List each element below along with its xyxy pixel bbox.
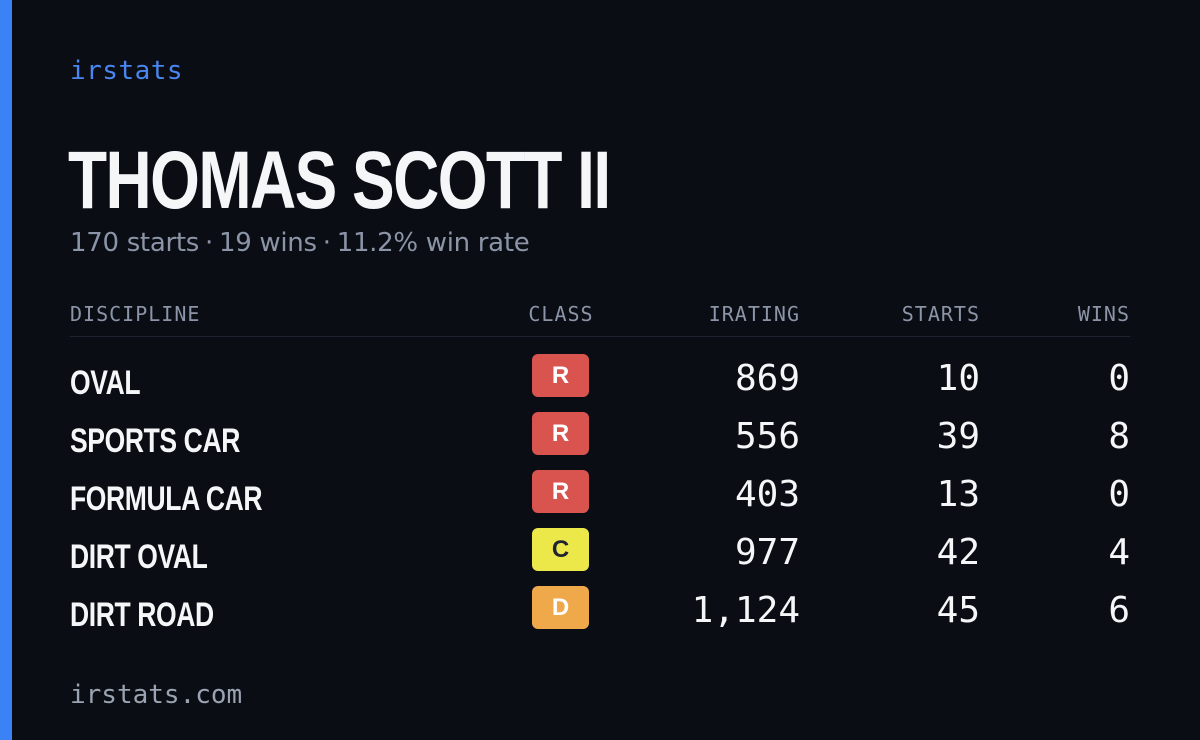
table-row: SPORTS CAR R 556 39 8 (70, 408, 1130, 466)
summary-separator: · (322, 228, 331, 258)
license-class-badge: R (532, 354, 589, 397)
summary-separator: · (205, 228, 213, 258)
header-discipline: DISCIPLINE (70, 302, 201, 326)
irating-value: 869 (734, 358, 800, 399)
starts-value: 42 (936, 532, 980, 573)
discipline-name: SPORTS CAR (70, 422, 240, 460)
stats-table-body: OVAL R 869 10 0 SPORTS CAR R 556 39 8 FO… (70, 350, 1130, 640)
driver-summary: 170 starts · 19 wins · 11.2% win rate (70, 228, 530, 258)
win-rate-summary: 11.2% win rate (336, 228, 530, 258)
discipline-name: DIRT OVAL (70, 538, 208, 576)
wins-value: 6 (1108, 590, 1130, 631)
starts-value: 39 (936, 416, 980, 457)
driver-name: THOMAS SCOTT II (68, 135, 611, 226)
table-row: OVAL R 869 10 0 (70, 350, 1130, 408)
table-row: DIRT ROAD D 1,124 45 6 (70, 582, 1130, 640)
header-starts: STARTS (901, 302, 980, 326)
irating-value: 977 (734, 532, 800, 573)
stats-table-header: DISCIPLINE CLASS IRATING STARTS WINS (70, 300, 1130, 337)
wins-value: 4 (1108, 532, 1130, 573)
wins-summary: 19 wins (218, 228, 317, 258)
license-class-badge: R (532, 412, 589, 455)
license-class-badge: D (532, 586, 589, 629)
starts-value: 45 (936, 590, 980, 631)
wins-value: 8 (1108, 416, 1130, 457)
irating-value: 1,124 (691, 590, 800, 631)
header-irating: IRATING (708, 302, 800, 326)
discipline-name: FORMULA CAR (70, 480, 263, 518)
header-class: CLASS (528, 302, 594, 326)
discipline-name: DIRT ROAD (70, 596, 214, 634)
table-row: DIRT OVAL C 977 42 4 (70, 524, 1130, 582)
discipline-name: OVAL (70, 364, 141, 402)
table-row: FORMULA CAR R 403 13 0 (70, 466, 1130, 524)
license-class-badge: R (532, 470, 589, 513)
starts-summary: 170 starts (70, 228, 199, 258)
irating-value: 403 (734, 474, 800, 515)
irating-value: 556 (734, 416, 800, 457)
footer-site-url[interactable]: irstats.com (70, 680, 243, 710)
license-class-badge: C (532, 528, 589, 571)
wins-value: 0 (1108, 358, 1130, 399)
starts-value: 10 (936, 358, 980, 399)
accent-bar (0, 0, 12, 740)
starts-value: 13 (936, 474, 980, 515)
header-wins: WINS (1077, 302, 1130, 326)
wins-value: 0 (1108, 474, 1130, 515)
brand-logo-text[interactable]: irstats (70, 56, 184, 86)
